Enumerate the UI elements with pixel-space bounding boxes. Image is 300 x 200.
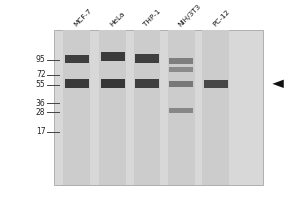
Bar (134, 30, 160, 185)
Polygon shape (272, 80, 284, 88)
Bar (99, 30, 126, 185)
Bar (169, 58, 193, 64)
Text: PC-12: PC-12 (212, 8, 231, 28)
Text: 17: 17 (36, 127, 46, 136)
Bar (202, 30, 229, 185)
Text: 55: 55 (36, 80, 46, 89)
Text: 36: 36 (36, 99, 46, 108)
Bar (65, 79, 89, 88)
Bar (101, 52, 124, 61)
Bar (169, 81, 193, 87)
Text: 28: 28 (36, 108, 46, 117)
Text: HeLa: HeLa (108, 11, 126, 28)
Text: THP-1: THP-1 (143, 8, 162, 28)
Bar (135, 79, 159, 88)
Bar (135, 54, 159, 63)
Bar (204, 80, 228, 88)
Bar (101, 79, 124, 88)
Bar (63, 30, 90, 185)
Text: MCF-7: MCF-7 (73, 8, 93, 28)
Text: 95: 95 (36, 55, 46, 64)
Bar (54, 30, 263, 185)
Text: 72: 72 (36, 70, 46, 79)
Text: NIH/3T3: NIH/3T3 (177, 3, 202, 28)
Bar (169, 108, 193, 113)
Bar (169, 67, 193, 72)
Bar (168, 30, 195, 185)
Bar (65, 55, 89, 63)
